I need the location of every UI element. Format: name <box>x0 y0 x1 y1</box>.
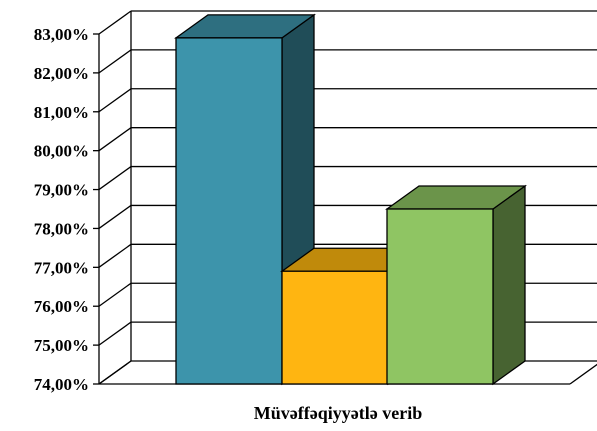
y-tick-label: 76,00% <box>34 297 89 316</box>
bar-3 <box>384 184 528 386</box>
gridline-depth <box>98 360 132 385</box>
y-tick-label: 82,00% <box>34 64 89 83</box>
bar-front <box>281 270 389 385</box>
gridline-depth <box>98 321 132 346</box>
y-axis-ticks: 74,00% 75,00% 76,00% 77,00% 78,00% 79,00% 80,0… <box>34 25 99 394</box>
y-tick-label: 78,00% <box>34 219 89 238</box>
gridline-depth <box>98 127 132 152</box>
bar-front <box>175 37 283 385</box>
gridline-depth <box>98 10 132 35</box>
y-tick-label: 81,00% <box>34 103 89 122</box>
y-tick-label: 79,00% <box>34 181 89 200</box>
y-tick-label: 74,00% <box>34 375 89 394</box>
gridline-depth <box>98 166 132 191</box>
gridline-depth <box>98 204 132 229</box>
y-tick-label: 83,00% <box>34 25 89 44</box>
chart-bars <box>173 13 528 386</box>
x-axis-label: Müvəffəqiyyətlə verib <box>254 403 422 423</box>
y-tick-label: 80,00% <box>34 142 89 161</box>
y-tick-label: 75,00% <box>34 336 89 355</box>
gridline-depth <box>98 49 132 74</box>
bar-side <box>492 184 526 386</box>
gridline-depth <box>98 88 132 113</box>
floor-right-edge <box>569 363 597 385</box>
y-tick-label: 77,00% <box>34 258 89 277</box>
gridline-depth <box>98 282 132 307</box>
bar-front <box>386 208 494 385</box>
gridline-depth <box>98 243 132 268</box>
